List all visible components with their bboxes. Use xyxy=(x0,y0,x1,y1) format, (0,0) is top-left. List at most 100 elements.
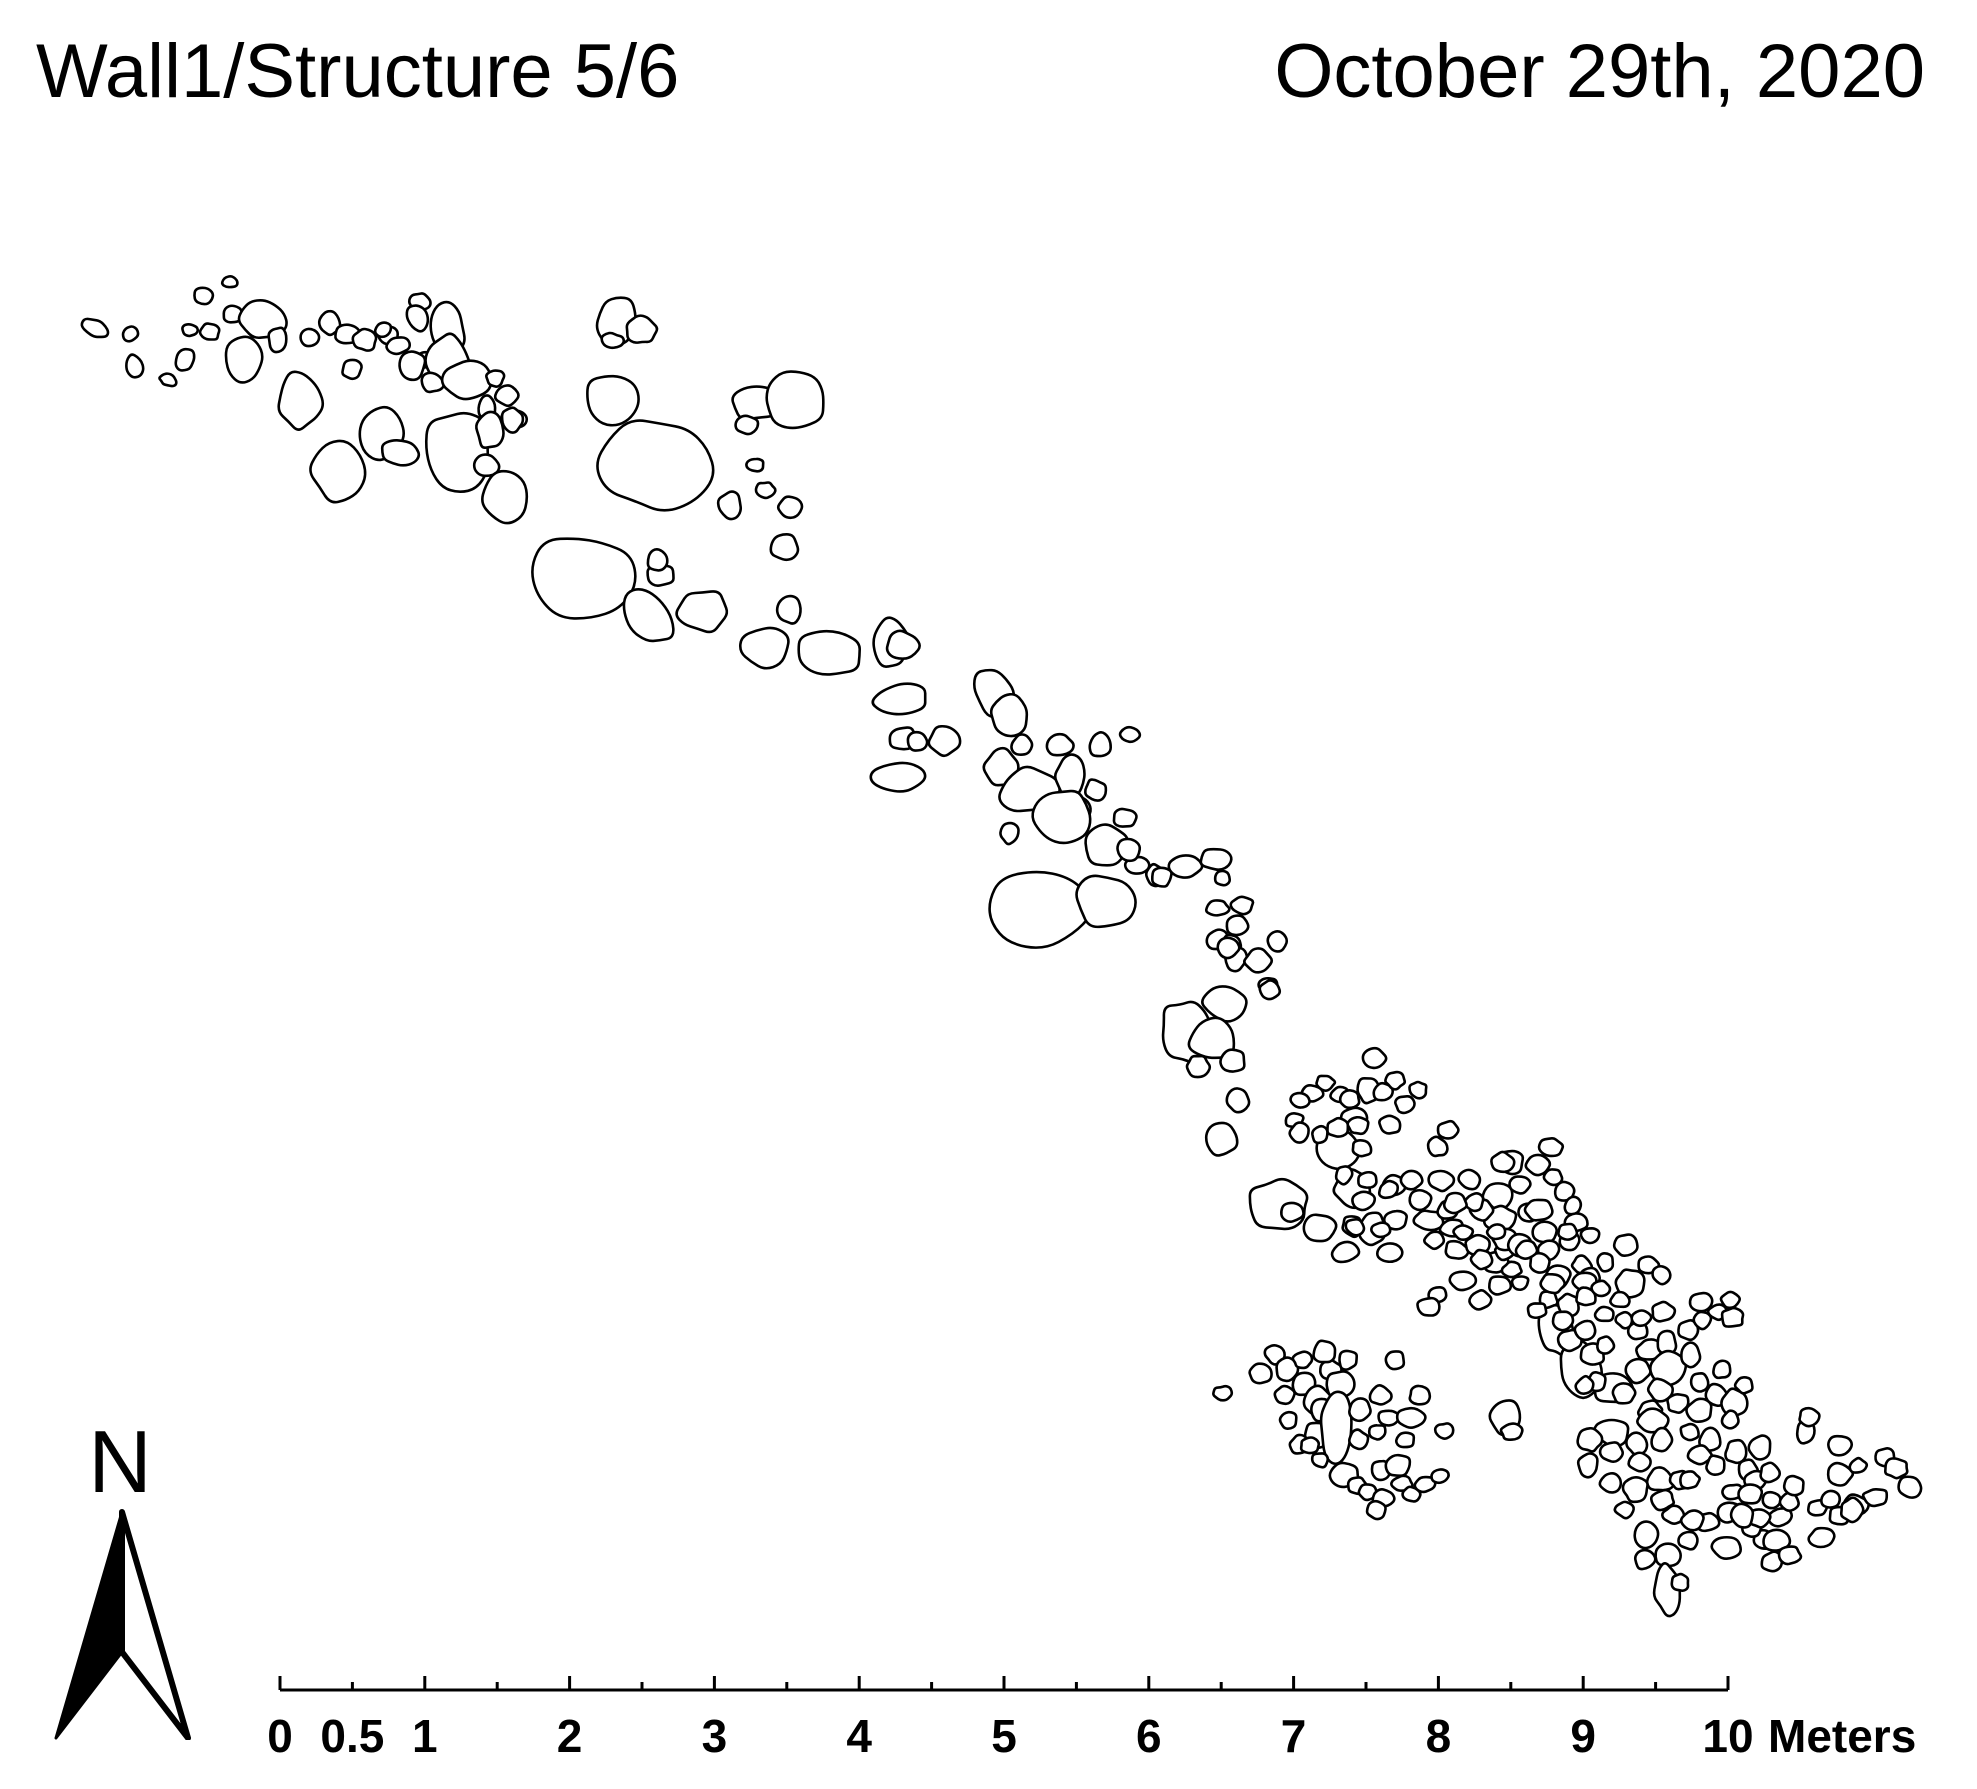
scale-tick-label: 3 xyxy=(702,1710,728,1762)
stone-outline xyxy=(1312,1339,1337,1364)
stone-outline xyxy=(1088,731,1113,758)
stone-outline xyxy=(1368,1383,1393,1406)
stone-outline xyxy=(1469,1248,1494,1271)
stone-outline xyxy=(989,692,1029,738)
stone-outline xyxy=(1798,1406,1821,1428)
stone-outline xyxy=(1299,1436,1321,1455)
stone-outline xyxy=(1384,1453,1412,1477)
stone-outline xyxy=(1490,1150,1516,1174)
stone-outline xyxy=(1529,1251,1551,1274)
stone-outline xyxy=(1762,1528,1792,1552)
stone-outline xyxy=(125,353,145,379)
stone-outline xyxy=(1679,1509,1705,1532)
stone-outline xyxy=(1621,1475,1649,1504)
stone-outline xyxy=(1112,807,1138,828)
stone-outline xyxy=(869,761,927,793)
stone-outline xyxy=(1348,1397,1372,1423)
stone-outline xyxy=(1075,874,1137,929)
stone-outline xyxy=(1861,1487,1889,1508)
stone-outline xyxy=(1612,1233,1639,1258)
stone-outline xyxy=(1593,1305,1615,1323)
stone-outline xyxy=(1827,1434,1854,1457)
stone-outline xyxy=(1579,1227,1601,1245)
stone-outline xyxy=(373,321,393,339)
stone-outline xyxy=(475,410,505,450)
stone-outline xyxy=(1557,1222,1579,1241)
stone-outline xyxy=(927,724,962,758)
stone-outline xyxy=(1499,1422,1524,1441)
stone-outline xyxy=(1685,1397,1713,1424)
stone-outline xyxy=(1408,1384,1432,1406)
stone-outline xyxy=(222,304,244,324)
stone-outline xyxy=(1614,1310,1634,1330)
stone-outline xyxy=(1485,1223,1507,1241)
stone-outline xyxy=(1219,1048,1246,1073)
map-title: Wall1/Structure 5/6 xyxy=(36,29,680,114)
stone-outline xyxy=(1729,1502,1755,1529)
stone-outline xyxy=(1347,1428,1370,1451)
stone-outline xyxy=(1596,1335,1616,1355)
stone-outline xyxy=(1737,1483,1764,1505)
stone-outline xyxy=(1590,1279,1612,1298)
stone-outline xyxy=(174,347,196,372)
stone-outline xyxy=(1367,1423,1387,1441)
stone-outline xyxy=(1651,1264,1672,1286)
stone-outline xyxy=(1826,1461,1855,1487)
stone-outline xyxy=(1633,1520,1660,1550)
stone-outline xyxy=(1394,1094,1416,1115)
stone-outline xyxy=(1680,1341,1702,1369)
stone-outline xyxy=(1442,1191,1468,1215)
stone-outline xyxy=(1212,1384,1234,1402)
stone-outline xyxy=(1225,1087,1251,1114)
stone-outline xyxy=(181,323,200,338)
scale-tick-label: 4 xyxy=(846,1710,872,1762)
stone-outline xyxy=(871,682,927,716)
stone-outline xyxy=(1679,1422,1700,1442)
stone-outline xyxy=(1408,1080,1428,1100)
stone-outline xyxy=(121,325,140,343)
stone-outline xyxy=(398,350,427,382)
stone-outline xyxy=(1733,1376,1754,1395)
stone-outline xyxy=(1430,1468,1450,1485)
stone-outline xyxy=(600,331,626,350)
stone-outline xyxy=(1031,789,1092,845)
stone-outline xyxy=(1357,1170,1378,1189)
stone-outline xyxy=(1266,930,1289,953)
stone-outline xyxy=(1468,1289,1493,1311)
stone-outline xyxy=(158,372,178,388)
stone-outline xyxy=(1351,1138,1373,1158)
stone-outline xyxy=(1201,985,1248,1023)
stone-outline xyxy=(775,594,802,625)
stone-outline xyxy=(596,419,715,512)
stone-outline xyxy=(1394,1431,1416,1449)
stone-outline xyxy=(1326,1116,1350,1138)
stone-outline xyxy=(1361,1046,1388,1070)
scale-tick-label: 8 xyxy=(1426,1710,1452,1762)
stone-outline xyxy=(1573,1319,1597,1342)
stone-outline xyxy=(1378,1114,1402,1135)
stone-outline xyxy=(1199,847,1233,871)
stone-outline xyxy=(716,490,743,521)
stone-outline xyxy=(1225,914,1250,937)
stone-outline xyxy=(1630,1309,1653,1328)
stone-outline xyxy=(1759,1461,1782,1484)
stone-outline xyxy=(1311,1124,1329,1145)
stone-outline xyxy=(675,590,729,634)
stone-outline xyxy=(1651,1300,1677,1323)
stone-outline xyxy=(1452,1224,1475,1242)
stone-outline xyxy=(1330,1240,1361,1264)
stone-outline xyxy=(1384,1070,1407,1091)
stone-outline xyxy=(1782,1474,1805,1497)
stone-outline xyxy=(745,457,765,473)
stone-outline xyxy=(1677,1319,1700,1342)
stone-outline xyxy=(734,414,760,436)
stone-outline xyxy=(1436,1119,1460,1140)
stone-outline xyxy=(1576,1452,1599,1479)
stone-outline xyxy=(1633,1548,1657,1571)
stone-outline xyxy=(999,821,1020,846)
stone-outline xyxy=(198,322,221,341)
stone-outline xyxy=(1839,1496,1865,1524)
stone-outline xyxy=(351,327,378,352)
